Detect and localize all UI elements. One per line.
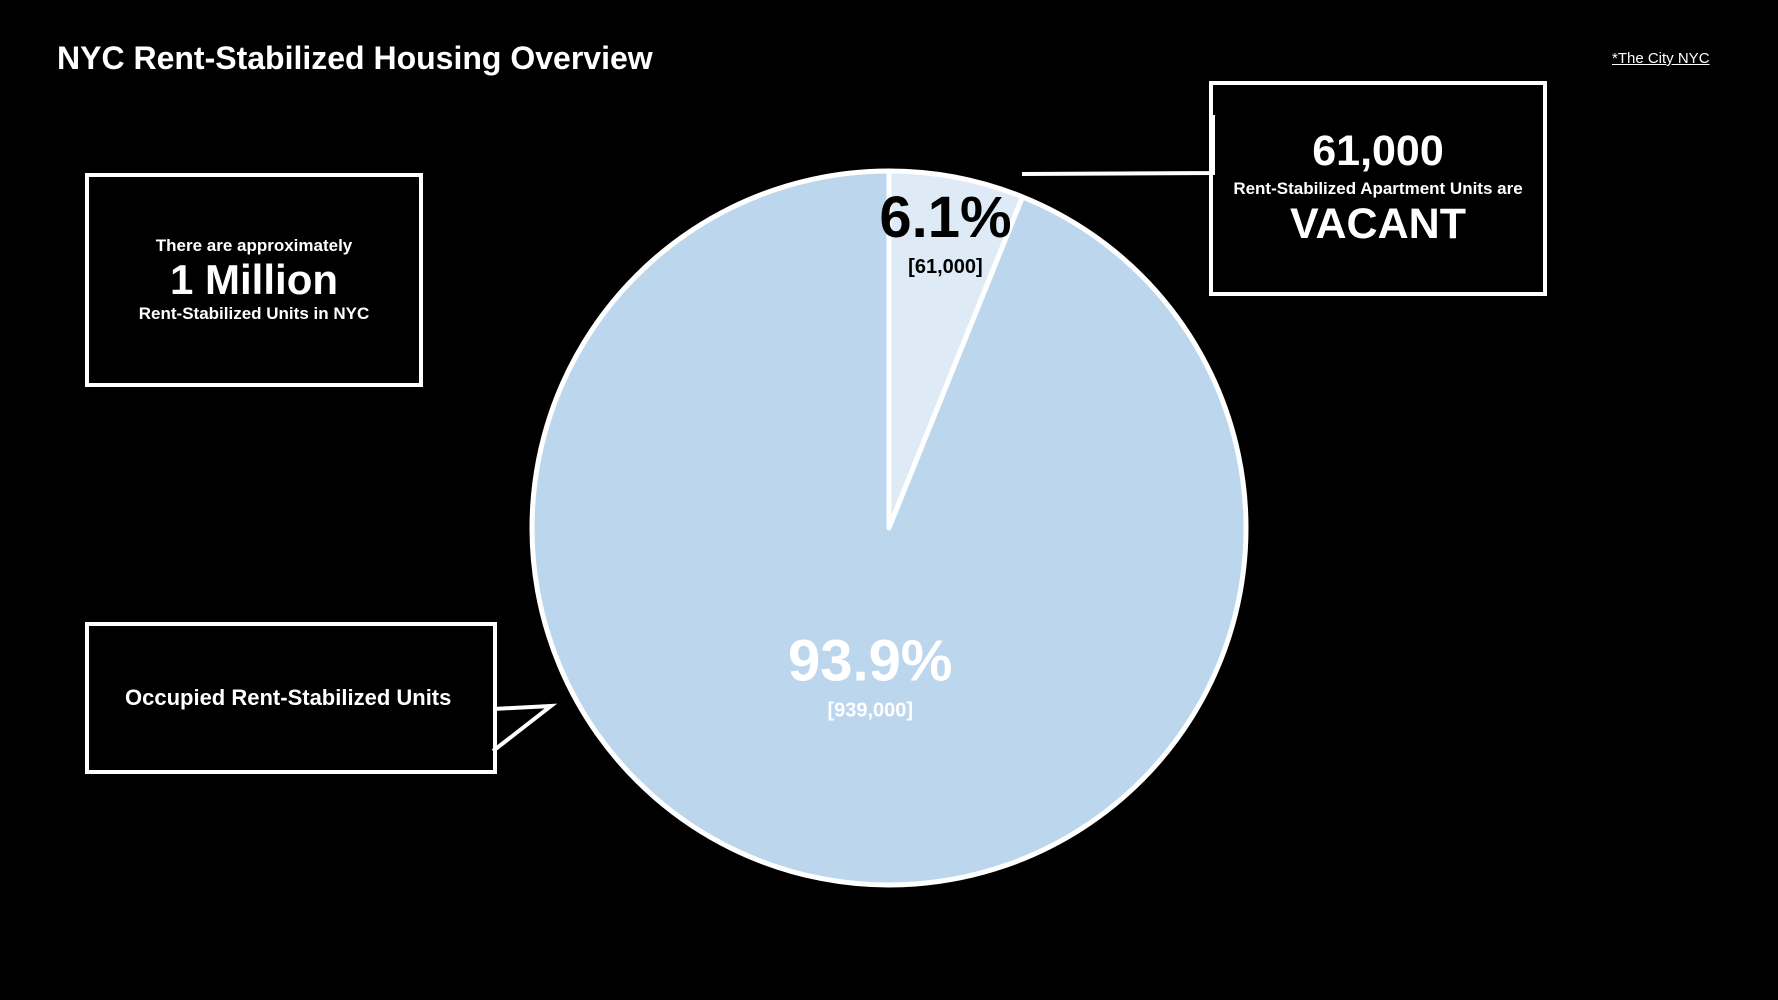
pie-slice-occupied	[529, 168, 1249, 888]
vacant-callout-tail-fill	[1022, 115, 1213, 174]
total-units-callout: There are approximately 1 Million Rent-S…	[85, 173, 423, 387]
occupied-callout-tail	[491, 703, 558, 753]
slice-labels: 6.1% [61,000] 93.9% [939,000]	[788, 185, 1011, 721]
source-link[interactable]: *The City NYC	[1612, 50, 1710, 67]
callout-tails	[491, 115, 1215, 753]
pie-slices	[529, 168, 1249, 888]
vacant-units-emphasis: VACANT	[1290, 200, 1466, 249]
vacant-units-number: 61,000	[1312, 127, 1444, 176]
occupied-units-callout: Occupied Rent-Stabilized Units	[85, 622, 497, 774]
slice-percent-label: 6.1%	[879, 185, 1011, 250]
slice-count-label: [939,000]	[827, 699, 913, 721]
vacant-callout-tail	[1021, 115, 1215, 176]
vacant-units-text: Rent-Stabilized Apartment Units are	[1233, 178, 1523, 198]
slice-count-label: [61,000]	[908, 256, 983, 278]
occupied-units-label: Occupied Rent-Stabilized Units	[125, 685, 452, 710]
total-units-value: 1 Million	[170, 255, 338, 303]
slice-percent-label: 93.9%	[788, 628, 952, 693]
page-title: NYC Rent-Stabilized Housing Overview	[57, 40, 653, 76]
total-units-post: Rent-Stabilized Units in NYC	[138, 304, 370, 324]
vacant-units-callout: 61,000 Rent-Stabilized Apartment Units a…	[1209, 81, 1547, 296]
total-units-pre: There are approximately	[155, 235, 353, 255]
